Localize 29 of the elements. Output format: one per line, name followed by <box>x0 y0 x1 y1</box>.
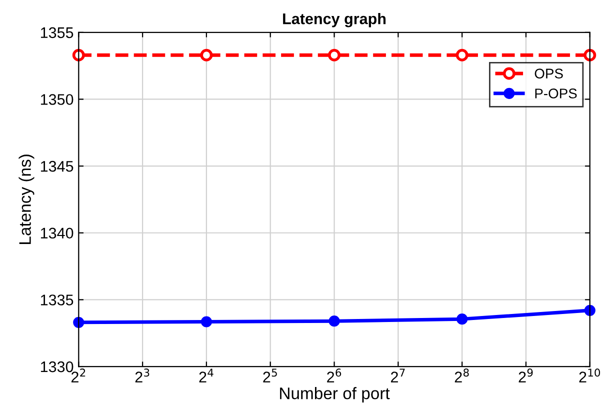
y-tick-label: 1355 <box>40 27 74 38</box>
x-tick-label: 2$^{6}$ <box>327 368 342 382</box>
y-tick-label: 1350 <box>40 94 74 105</box>
point <box>72 48 85 62</box>
point <box>328 316 340 327</box>
y-tick-label: 1345 <box>40 160 74 172</box>
point <box>328 48 341 62</box>
x-tick-label: 2$^{7}$ <box>390 368 405 382</box>
chart-title: Latency graph <box>283 12 386 28</box>
y-tick-label: 1340 <box>40 228 74 239</box>
point <box>584 48 596 62</box>
point <box>200 48 213 62</box>
point <box>456 48 468 62</box>
y-axis-title: Latency (ns) <box>18 154 34 244</box>
point <box>584 304 596 316</box>
legend-label: P-OPS <box>535 88 577 98</box>
point <box>73 316 84 328</box>
y-tick-label: 1335 <box>40 294 74 306</box>
x-axis-title: Number of port <box>280 387 390 403</box>
x-tick-label: 2$^{4}$ <box>199 368 214 382</box>
legend-label: OPS <box>534 68 563 78</box>
x-tick-label: 2$^{3}$ <box>135 368 150 382</box>
point <box>456 314 468 325</box>
x-tick-label: 2$^{10}$ <box>579 368 600 382</box>
y-tick-label: 1330 <box>40 361 74 372</box>
x-tick-label: 2$^{9}$ <box>518 368 533 382</box>
x-tick-label: 2$^{5}$ <box>263 368 277 382</box>
x-tick-label: 2$^{8}$ <box>454 368 469 382</box>
point <box>200 316 212 328</box>
